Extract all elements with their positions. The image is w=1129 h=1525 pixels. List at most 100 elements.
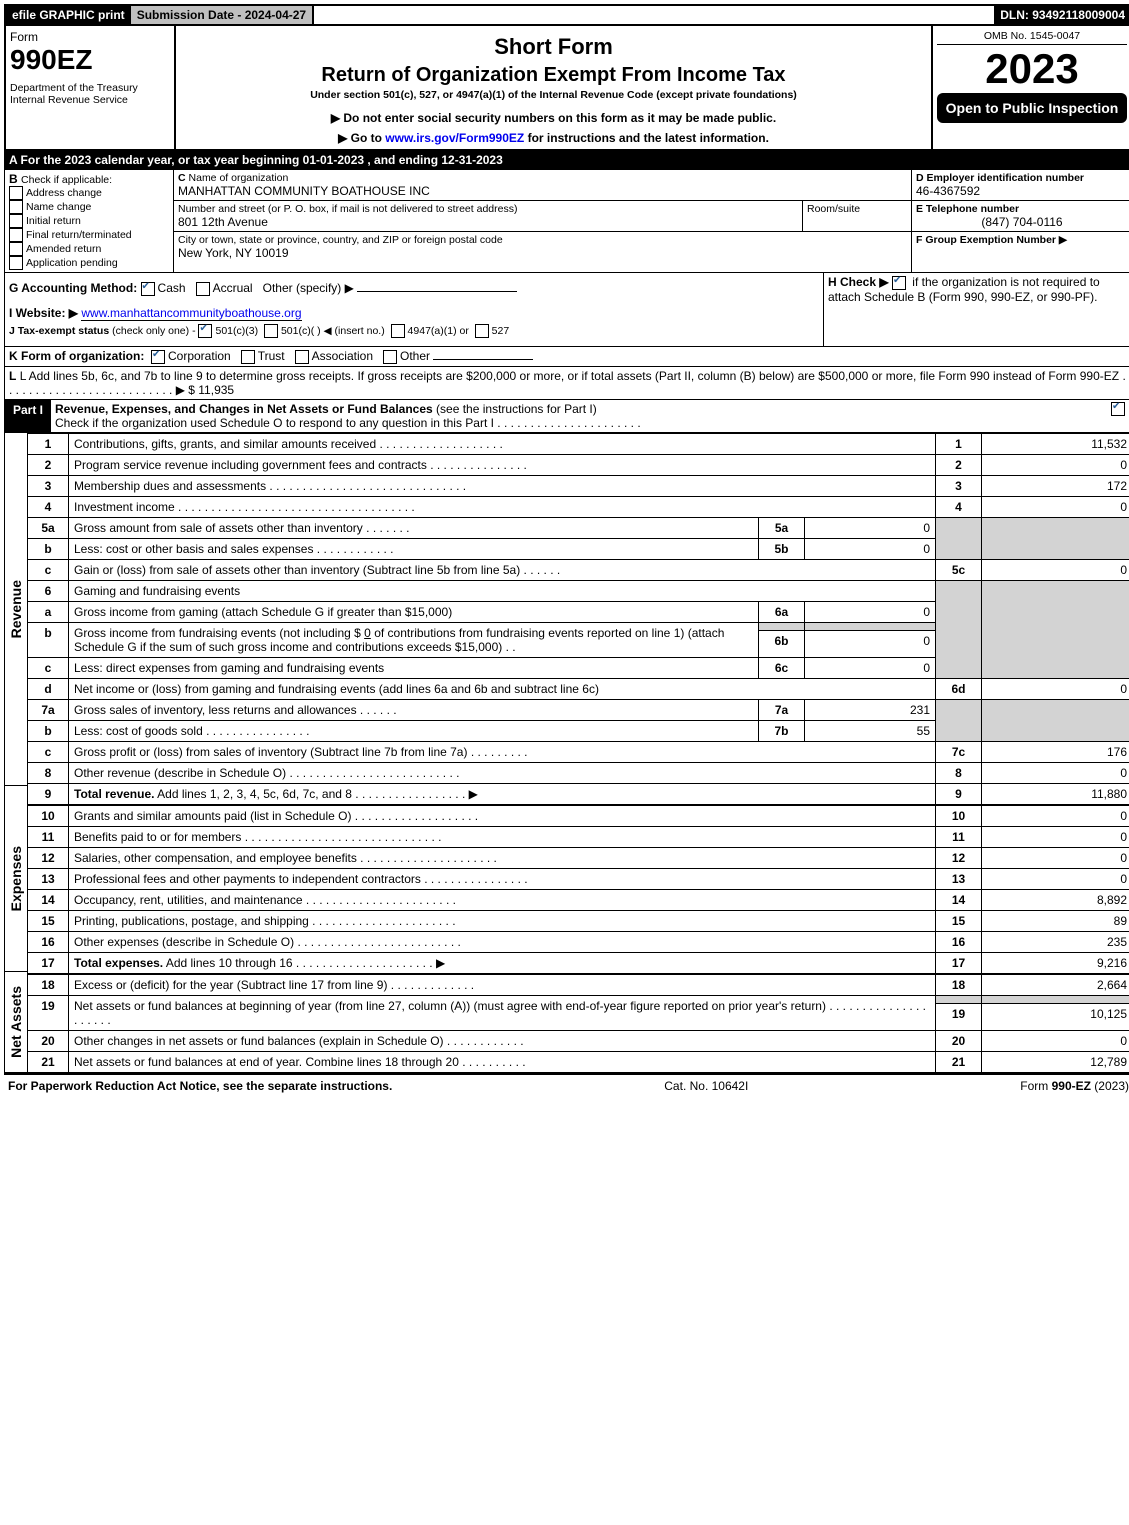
line-19: 19 Net assets or fund balances at beginn… <box>28 995 1129 1004</box>
l-text: L Add lines 5b, 6c, and 7b to line 9 to … <box>20 369 1119 383</box>
l5a-text: Gross amount from sale of assets other t… <box>74 521 363 535</box>
f-label: F Group Exemption Number ▶ <box>916 234 1067 246</box>
l19-amount: 10,125 <box>982 1004 1129 1030</box>
l11-text: Benefits paid to or for members <box>74 830 241 844</box>
line-12: 12 Salaries, other compensation, and emp… <box>28 847 1129 868</box>
line-14: 14 Occupancy, rent, utilities, and maint… <box>28 889 1129 910</box>
address-change-checkbox[interactable] <box>9 186 23 200</box>
efile-label[interactable]: efile GRAPHIC print <box>6 6 131 24</box>
main-title: Return of Organization Exempt From Incom… <box>180 64 927 87</box>
l6a-amount: 0 <box>805 601 936 622</box>
goto-link[interactable]: ▶ Go to www.irs.gov/Form990EZ for instru… <box>180 131 927 145</box>
initial-return-checkbox[interactable] <box>9 214 23 228</box>
line-21: 21 Net assets or fund balances at end of… <box>28 1051 1129 1072</box>
501c-label: 501(c)( ) ◀ (insert no.) <box>281 325 385 337</box>
527-checkbox[interactable] <box>475 324 489 338</box>
accrual-label: Accrual <box>213 281 253 295</box>
501c-checkbox[interactable] <box>264 324 278 338</box>
short-form-title: Short Form <box>180 34 927 60</box>
lines-table: 1 Contributions, gifts, grants, and simi… <box>27 433 1129 1073</box>
initial-return-label: Initial return <box>26 215 81 227</box>
501c3-label: 501(c)(3) <box>215 325 258 337</box>
l20-amount: 0 <box>982 1030 1129 1051</box>
form-number: 990EZ <box>10 44 170 76</box>
l10-amount: 0 <box>982 805 1129 827</box>
amended-return-checkbox[interactable] <box>9 242 23 256</box>
i-label: I Website: ▶ <box>9 306 78 320</box>
application-pending-checkbox[interactable] <box>9 256 23 270</box>
line-7c: c Gross profit or (loss) from sales of i… <box>28 741 1129 762</box>
section-g: G Accounting Method: Cash Accrual Other … <box>9 281 819 296</box>
l7a-amount: 231 <box>805 699 936 720</box>
4947-checkbox[interactable] <box>391 324 405 338</box>
city: New York, NY 10019 <box>178 246 907 260</box>
section-c: C Name of organization MANHATTAN COMMUNI… <box>174 170 912 272</box>
4947-label: 4947(a)(1) or <box>408 325 469 337</box>
phone: (847) 704-0116 <box>916 215 1128 229</box>
name-change-checkbox[interactable] <box>9 200 23 214</box>
dept-label: Department of the Treasury Internal Reve… <box>10 82 170 106</box>
l5a-amount: 0 <box>805 517 936 538</box>
l7b-amount: 55 <box>805 720 936 741</box>
website-link[interactable]: www.manhattancommunityboathouse.org <box>81 306 301 321</box>
j-sub: (check only one) - <box>112 325 195 337</box>
tax-year: 2023 <box>937 45 1127 93</box>
no-ssn: ▶ Do not enter social security numbers o… <box>180 111 927 125</box>
l6c-amount: 0 <box>805 657 936 678</box>
line-16: 16 Other expenses (describe in Schedule … <box>28 931 1129 952</box>
l13-text: Professional fees and other payments to … <box>74 872 421 886</box>
line-10: 10 Grants and similar amounts paid (list… <box>28 805 1129 827</box>
schedule-b-checkbox[interactable] <box>892 276 906 290</box>
l5c-text: Gain or (loss) from sale of assets other… <box>74 563 520 577</box>
l7b-text: Less: cost of goods sold <box>74 724 203 738</box>
open-public-badge: Open to Public Inspection <box>937 93 1127 123</box>
line-18: 18 Excess or (deficit) for the year (Sub… <box>28 974 1129 996</box>
b-label: B <box>9 172 18 186</box>
h-label: H Check ▶ <box>828 275 889 289</box>
assoc-checkbox[interactable] <box>295 350 309 364</box>
l3-text: Membership dues and assessments <box>74 479 266 493</box>
room-label: Room/suite <box>807 203 907 215</box>
l8-text: Other revenue (describe in Schedule O) <box>74 766 286 780</box>
final-return-checkbox[interactable] <box>9 228 23 242</box>
d-label: D Employer identification number <box>916 172 1084 184</box>
other-org-checkbox[interactable] <box>383 350 397 364</box>
header-left: Form 990EZ Department of the Treasury In… <box>6 26 176 149</box>
l19-text: Net assets or fund balances at beginning… <box>74 999 826 1013</box>
l6d-amount: 0 <box>982 678 1129 699</box>
corp-label: Corporation <box>168 349 231 363</box>
submission-date: Submission Date - 2024-04-27 <box>131 6 314 24</box>
501c3-checkbox[interactable] <box>198 324 212 338</box>
l18-text: Excess or (deficit) for the year (Subtra… <box>74 978 387 992</box>
schedule-o-checkbox[interactable] <box>1111 402 1125 416</box>
section-b: B Check if applicable: Address change Na… <box>5 170 174 272</box>
l6a-text: Gross income from gaming (attach Schedul… <box>74 605 452 619</box>
part-i-check-text: Check if the organization used Schedule … <box>55 416 494 430</box>
trust-checkbox[interactable] <box>241 350 255 364</box>
cash-checkbox[interactable] <box>141 282 155 296</box>
l11-amount: 0 <box>982 826 1129 847</box>
l4-text: Investment income <box>74 500 175 514</box>
other-method-label: Other (specify) ▶ <box>263 281 354 295</box>
line-20: 20 Other changes in net assets or fund b… <box>28 1030 1129 1051</box>
irs-link[interactable]: www.irs.gov/Form990EZ <box>385 131 524 145</box>
accrual-checkbox[interactable] <box>196 282 210 296</box>
expenses-side-label: Expenses <box>8 846 24 911</box>
line-5a: 5a Gross amount from sale of assets othe… <box>28 517 1129 538</box>
street-label: Number and street (or P. O. box, if mail… <box>178 203 798 215</box>
line-5c: c Gain or (loss) from sale of assets oth… <box>28 559 1129 580</box>
j-label: J Tax-exempt status <box>9 325 109 337</box>
line-17: 17 Total expenses. Add lines 10 through … <box>28 952 1129 974</box>
section-h: H Check ▶ if the organization is not req… <box>824 273 1129 346</box>
l7a-text: Gross sales of inventory, less returns a… <box>74 703 357 717</box>
footer-left: For Paperwork Reduction Act Notice, see … <box>8 1079 392 1093</box>
line-7a: 7a Gross sales of inventory, less return… <box>28 699 1129 720</box>
l12-amount: 0 <box>982 847 1129 868</box>
c-label: C <box>178 172 186 184</box>
subtitle: Under section 501(c), 527, or 4947(a)(1)… <box>180 89 927 101</box>
part-i-instr: (see the instructions for Part I) <box>436 402 597 416</box>
ein: 46-4367592 <box>916 184 1128 198</box>
l20-text: Other changes in net assets or fund bala… <box>74 1034 444 1048</box>
corp-checkbox[interactable] <box>151 350 165 364</box>
section-gh: G Accounting Method: Cash Accrual Other … <box>4 273 1129 347</box>
